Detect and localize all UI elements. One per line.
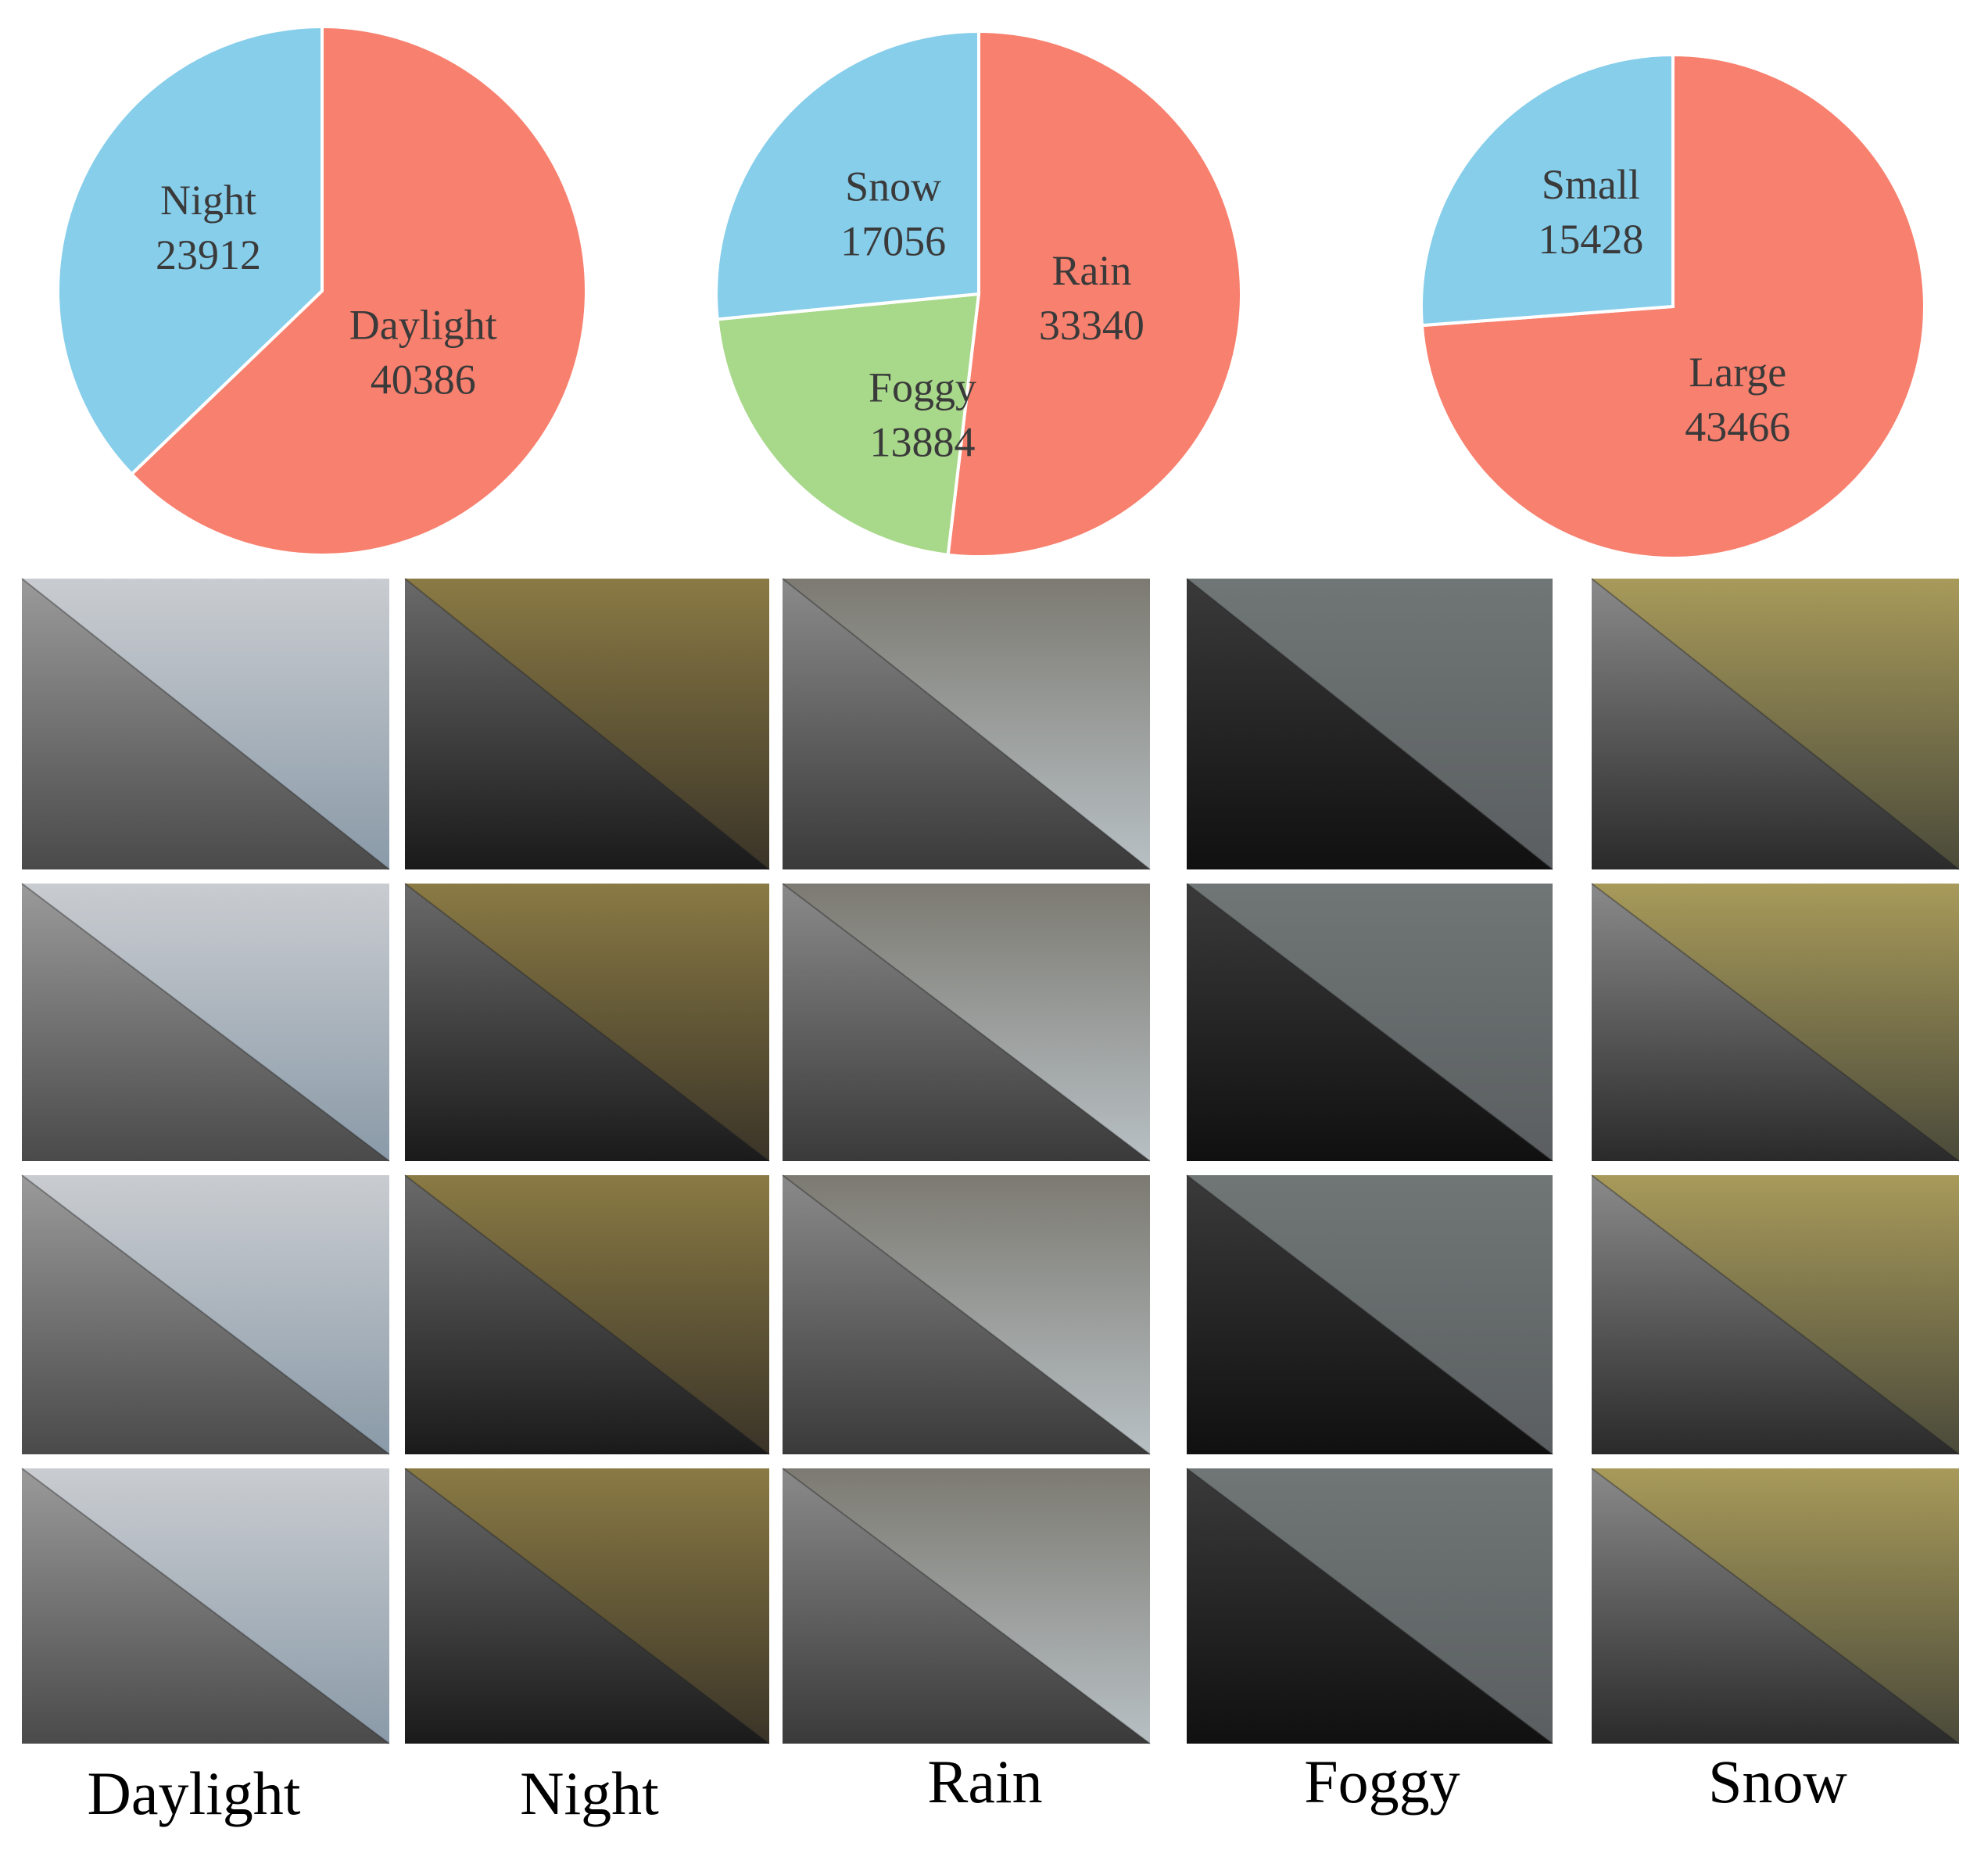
- diagonal-divider: [404, 578, 770, 870]
- sample-image: [782, 883, 1151, 1162]
- pie-value-night: 23912: [156, 231, 261, 278]
- visible-half: [22, 579, 389, 869]
- visible-half: [22, 1175, 389, 1454]
- sample-image: [21, 1174, 390, 1455]
- visible-half: [1592, 579, 1959, 869]
- diagonal-divider: [1591, 1468, 1960, 1744]
- sample-image: [21, 883, 390, 1162]
- pie-value-daylight: 40386: [371, 357, 476, 403]
- diagonal-divider: [782, 578, 1151, 870]
- diagonal-divider: [782, 1468, 1151, 1744]
- visible-half: [1187, 884, 1553, 1161]
- pie-slice-daylight: [129, 24, 588, 557]
- pie-chart-weather: Rain 33340 Foggy 13884 Snow 17056: [715, 29, 1243, 558]
- visible-half: [22, 884, 389, 1161]
- pie-slice-foggy: [715, 292, 981, 557]
- sample-image: [404, 883, 770, 1162]
- sample-image: [1591, 1174, 1960, 1455]
- visible-half: [1187, 579, 1553, 869]
- sample-image: [1186, 1174, 1553, 1455]
- pie-label-snow: Snow: [845, 163, 941, 210]
- diagonal-divider: [21, 578, 390, 870]
- sample-image: [404, 1174, 770, 1455]
- visible-half: [783, 1175, 1150, 1454]
- diagonal-divider: [1186, 1174, 1553, 1455]
- visible-half: [405, 579, 769, 869]
- visible-half: [405, 1175, 769, 1454]
- pie-chart-daylight-night: Daylight 40386 Night 23912: [56, 24, 588, 557]
- pie-slice-snow: [715, 29, 980, 321]
- sample-image: [21, 1468, 390, 1744]
- diagonal-divider: [1186, 883, 1553, 1162]
- diagonal-divider: [404, 1174, 770, 1455]
- visible-half: [1592, 1175, 1959, 1454]
- sample-image: [1186, 578, 1553, 870]
- diagonal-divider: [404, 1468, 770, 1744]
- column-label-night: Night: [520, 1759, 659, 1827]
- visible-half: [783, 1468, 1150, 1744]
- column-label-rain: Rain: [927, 1748, 1042, 1816]
- visible-half: [1187, 1468, 1553, 1744]
- column-label-daylight: Daylight: [88, 1759, 301, 1827]
- sample-image: [1591, 883, 1960, 1162]
- visible-half: [405, 1468, 769, 1744]
- diagonal-divider: [404, 883, 770, 1162]
- sample-image: [1591, 578, 1960, 870]
- diagonal-divider: [1591, 1174, 1960, 1455]
- visible-half: [1592, 1468, 1959, 1744]
- pie-value-foggy: 13884: [869, 418, 975, 465]
- sample-image: [782, 1174, 1151, 1455]
- pie-slice-rain: [946, 29, 1243, 558]
- sample-image: [1186, 883, 1553, 1162]
- diagonal-divider: [782, 1174, 1151, 1455]
- pie-label-daylight: Daylight: [349, 302, 497, 349]
- sample-image: [404, 578, 770, 870]
- sample-image: [1186, 1468, 1553, 1744]
- sample-image-grid: [21, 578, 1960, 1744]
- visible-half: [22, 1468, 389, 1744]
- visible-half: [783, 579, 1150, 869]
- diagonal-divider: [1591, 883, 1960, 1162]
- pie-value-snow: 17056: [840, 218, 946, 265]
- pie-slice-night: [56, 24, 324, 477]
- pie-slice-small: [1420, 52, 1675, 328]
- pie-value-small: 15428: [1538, 216, 1643, 263]
- diagonal-divider: [1186, 1468, 1553, 1744]
- pie-label-large: Large: [1689, 349, 1786, 396]
- diagonal-divider: [782, 883, 1151, 1162]
- sample-image: [404, 1468, 770, 1744]
- pie-label-rain: Rain: [1051, 247, 1131, 294]
- column-label-foggy: Foggy: [1304, 1748, 1460, 1816]
- visible-half: [1187, 1175, 1553, 1454]
- diagonal-divider: [1591, 578, 1960, 870]
- diagonal-divider: [1186, 578, 1553, 870]
- pie-chart-target-size: Large 43466 Small 15428: [1420, 52, 1926, 560]
- pie-label-night: Night: [160, 177, 256, 224]
- pie-value-rain: 33340: [1039, 302, 1144, 349]
- sample-image: [782, 578, 1151, 870]
- pie-label-small: Small: [1542, 161, 1640, 208]
- pie-value-large: 43466: [1685, 403, 1790, 450]
- sample-image: [21, 578, 390, 870]
- pie-label-foggy: Foggy: [869, 364, 976, 410]
- visible-half: [783, 884, 1150, 1161]
- diagonal-divider: [21, 1174, 390, 1455]
- sample-image: [782, 1468, 1151, 1744]
- diagonal-divider: [21, 1468, 390, 1744]
- visible-half: [1592, 884, 1959, 1161]
- sample-image: [1591, 1468, 1960, 1744]
- visible-half: [405, 884, 769, 1161]
- column-label-snow: Snow: [1708, 1748, 1847, 1816]
- diagonal-divider: [21, 883, 390, 1162]
